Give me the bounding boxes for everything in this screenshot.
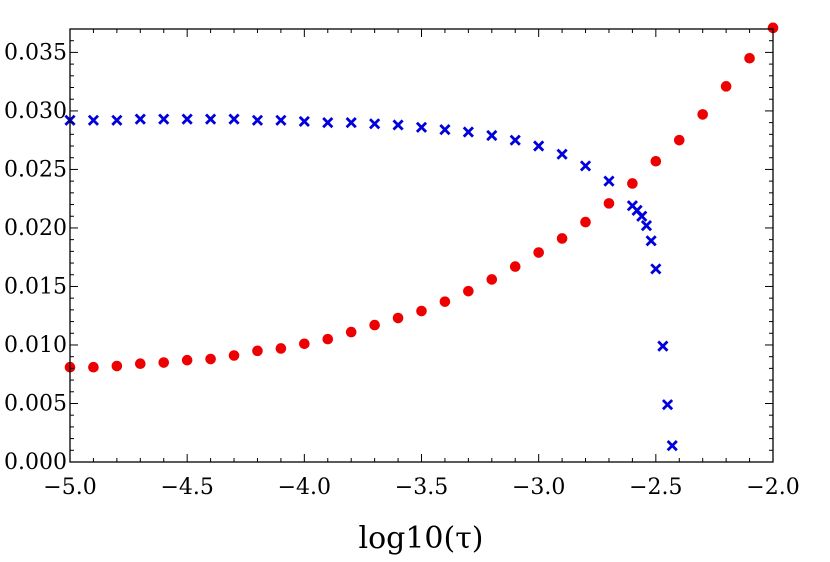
red-circle-point [181, 354, 193, 366]
blue-cross-point [486, 129, 498, 142]
blue-cross-point [645, 235, 657, 247]
blue-cross-point [134, 113, 146, 125]
blue-cross-point [392, 119, 404, 131]
red-circle-point [486, 274, 498, 285]
red-circle-point [767, 22, 779, 34]
red-circle-point [369, 319, 380, 331]
x-axis-label: log10(τ) [358, 521, 483, 556]
red-circle-point [88, 361, 99, 373]
y-tick-label: 0.035 [4, 40, 67, 65]
blue-cross-point [657, 340, 669, 352]
blue-cross-point [462, 126, 474, 138]
red-circle-point [650, 155, 662, 167]
red-circle-point [111, 360, 123, 372]
blue-cross-point [415, 121, 428, 133]
red-circle-point [697, 109, 708, 120]
blue-cross-point [509, 134, 521, 146]
red-circle-point [416, 305, 427, 317]
red-circle-point [603, 198, 615, 209]
red-circle-point [673, 134, 685, 146]
red-circle-point [509, 261, 521, 272]
red-circle-point [135, 358, 146, 369]
red-circle-point [556, 233, 568, 244]
blue-cross-point [87, 114, 100, 126]
red-circle-point [299, 338, 310, 350]
blue-cross-point [205, 113, 217, 125]
x-tick-label: −5.0 [43, 475, 96, 500]
blue-cross-point [298, 115, 310, 128]
red-circle-point [392, 312, 404, 324]
x-tick-label: −2.5 [629, 475, 682, 500]
blue-cross-point [275, 114, 287, 126]
red-circle-point [228, 350, 240, 361]
x-tick-label: −4.5 [160, 475, 213, 500]
y-tick-label: 0.005 [4, 391, 67, 416]
blue-cross-point [603, 175, 615, 187]
plot-frame [69, 28, 774, 463]
x-tick-label: −3.0 [512, 475, 565, 500]
y-tick-label: 0.030 [4, 99, 67, 124]
blue-cross-point [345, 117, 357, 129]
blue-cross-point [636, 210, 648, 222]
red-circle-point [720, 81, 732, 92]
y-tick-label: 0.000 [4, 450, 67, 475]
x-tick-label: −4.0 [278, 475, 331, 500]
red-circle-point [439, 296, 451, 307]
blue-cross-point [228, 113, 240, 125]
blue-cross-point [579, 160, 592, 172]
x-tick-label: −3.5 [395, 475, 448, 500]
red-circle-point [533, 247, 544, 258]
red-circle-point [463, 285, 474, 297]
red-circle-point [580, 216, 591, 228]
red-circle-point [275, 343, 287, 354]
blue-cross-point [661, 399, 674, 411]
red-circle-point [252, 345, 263, 357]
y-tick-label: 0.015 [4, 274, 67, 299]
red-circle-point [345, 326, 357, 338]
blue-cross-point [556, 148, 568, 160]
red-circle-point [205, 353, 216, 365]
blue-cross-point [158, 113, 170, 125]
blue-cross-point [111, 114, 123, 126]
blue-cross-point [181, 113, 193, 125]
blue-cross-point [533, 140, 545, 152]
x-tick-label: −2.0 [746, 475, 799, 500]
blue-cross-point [251, 114, 264, 126]
red-circle-point [322, 333, 334, 345]
red-circle-point [627, 178, 638, 189]
blue-cross-point [666, 440, 678, 452]
blue-cross-point [640, 220, 653, 232]
blue-cross-point [322, 117, 334, 129]
red-circle-point [158, 357, 170, 368]
blue-cross-point [650, 263, 662, 275]
blue-cross-point [439, 124, 451, 136]
y-tick-label: 0.025 [4, 157, 67, 182]
y-tick-label: 0.020 [4, 216, 67, 241]
red-circle-point [744, 52, 755, 64]
blue-cross-point [369, 118, 381, 130]
y-tick-label: 0.010 [4, 333, 67, 358]
